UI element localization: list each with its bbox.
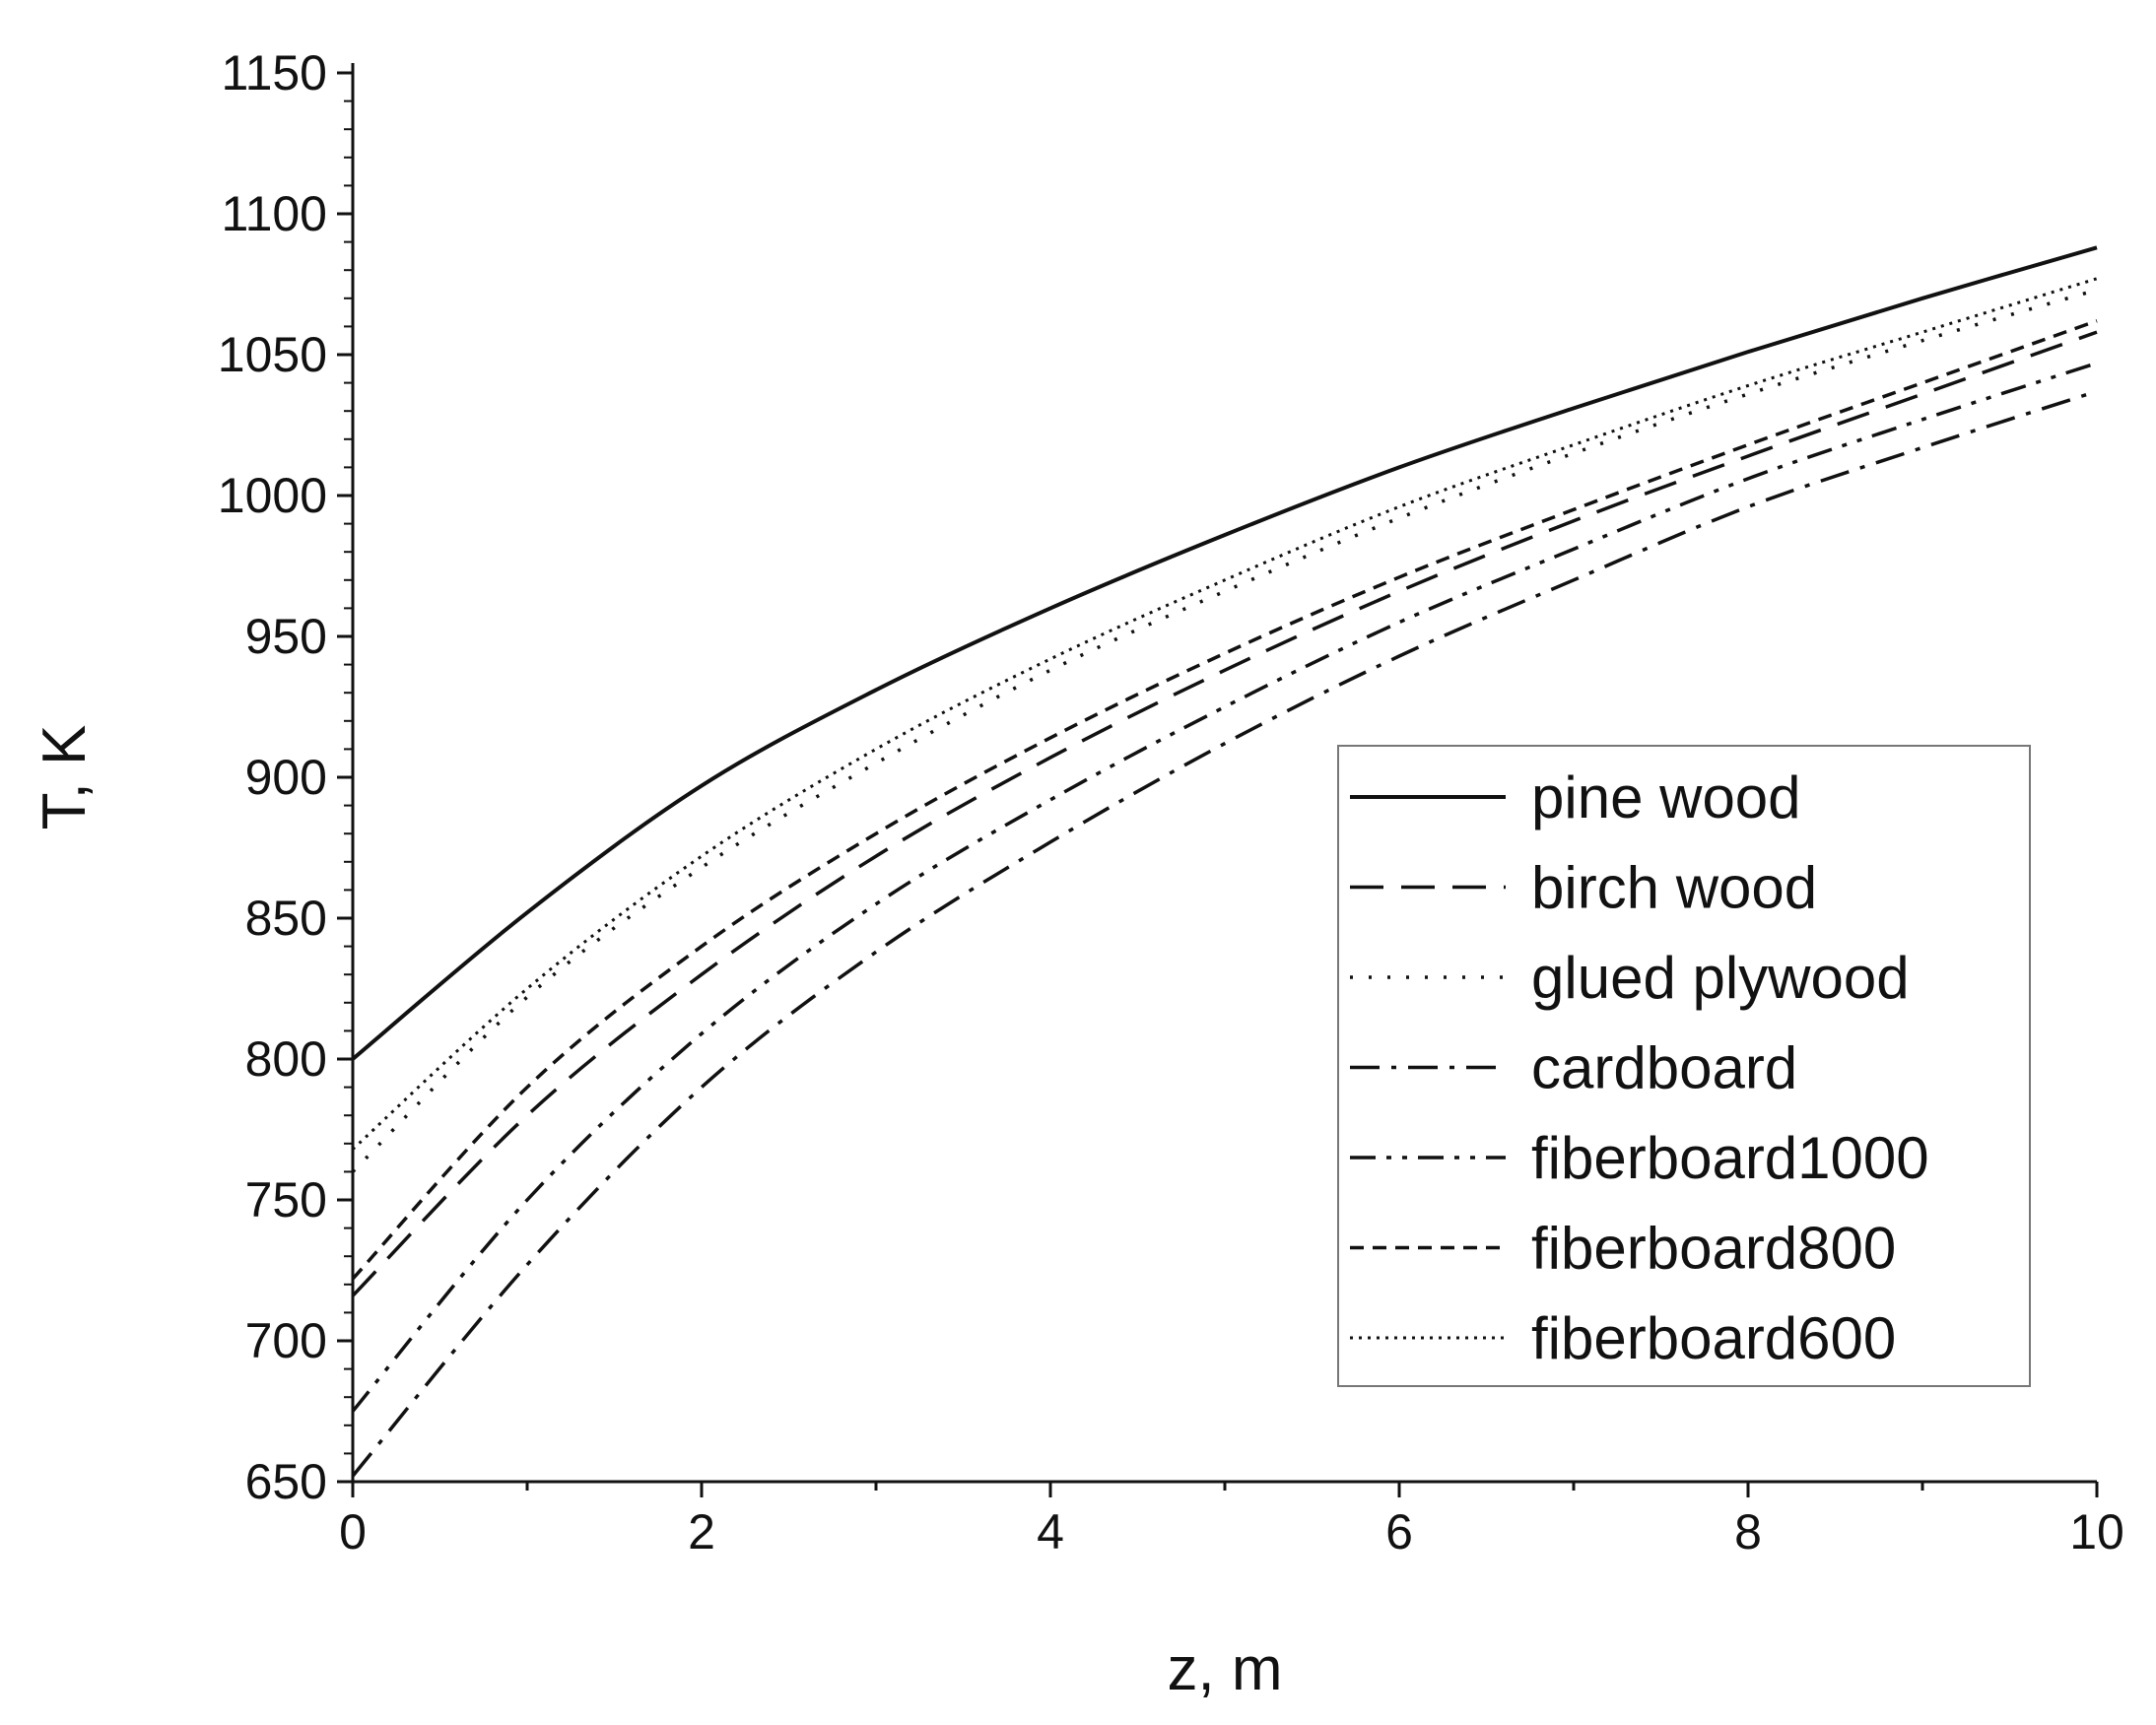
axes: 0 2 4 6 8 10 650 700 750 800 850 900 950 1000 1050 1100… <box>218 45 2124 1559</box>
y-tick-label: 800 <box>245 1031 327 1087</box>
y-tick-label: 850 <box>245 891 327 946</box>
legend: pine wood birch wood glued plywood cardboar… <box>1337 745 2031 1387</box>
x-axis-title: z, m <box>1167 1635 1282 1703</box>
y-tick-label: 1050 <box>218 327 327 382</box>
y-tick-label: 1100 <box>221 186 327 241</box>
series-line-fiberboard800 <box>351 319 2098 1281</box>
x-tick-label: 10 <box>2069 1504 2124 1559</box>
x-tick-label: 2 <box>688 1504 715 1559</box>
legend-label-glued-plywood: glued plywood <box>1531 945 1910 1011</box>
y-tick-label: 650 <box>245 1454 327 1509</box>
x-tick-label: 0 <box>339 1504 367 1559</box>
y-tick-label: 1000 <box>218 468 327 523</box>
y-tick-label: 1150 <box>221 45 327 100</box>
series-line-pine-wood <box>351 245 2098 1061</box>
series-line-cardboard <box>351 389 2098 1478</box>
legend-label-fiberboard800: fiberboard800 <box>1531 1216 1896 1282</box>
x-tick-label: 8 <box>1734 1504 1762 1559</box>
y-tick-label: 950 <box>245 609 327 664</box>
y-tick-label: 900 <box>245 750 327 805</box>
y-tick-label: 700 <box>245 1313 327 1368</box>
series-line-birch-wood <box>351 330 2098 1297</box>
series-layer <box>351 245 2098 1478</box>
legend-label-fiberboard600: fiberboard600 <box>1531 1305 1896 1371</box>
legend-label-pine-wood: pine wood <box>1531 764 1801 830</box>
legend-label-fiberboard1000: fiberboard1000 <box>1531 1125 1929 1191</box>
legend-label-birch-wood: birch wood <box>1531 855 1817 921</box>
legend-label-cardboard: cardboard <box>1531 1035 1797 1101</box>
y-axis-title: T, K <box>31 725 99 830</box>
series-line-fiberboard1000 <box>351 361 2098 1413</box>
x-tick-label: 4 <box>1037 1504 1064 1559</box>
x-tick-label: 6 <box>1385 1504 1413 1559</box>
y-tick-label: 750 <box>245 1172 327 1227</box>
